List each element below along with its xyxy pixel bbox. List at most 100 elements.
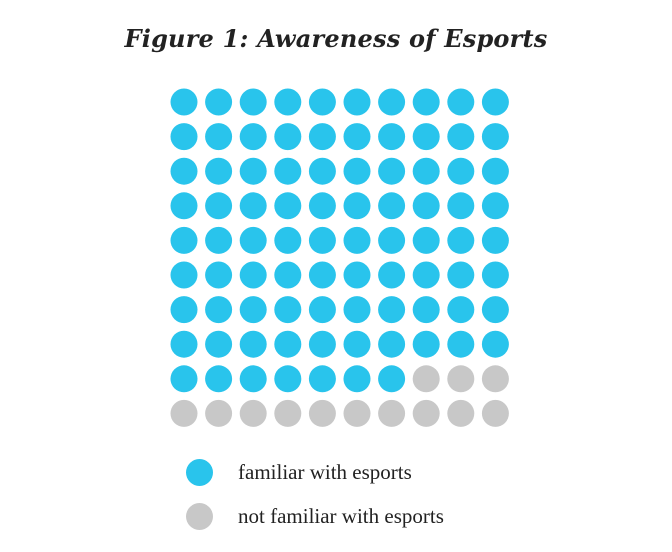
waffle-dot-familiar [343,226,371,254]
waffle-dot-familiar [447,157,475,185]
waffle-dot-familiar [205,226,233,254]
waffle-dot-familiar [205,296,233,324]
waffle-dot-familiar [378,192,406,220]
waffle-dot-familiar [378,261,406,289]
waffle-dot-familiar [481,226,509,254]
waffle-dot-familiar [170,296,198,324]
waffle-dot-familiar [481,88,509,116]
waffle-dot-familiar [170,226,198,254]
waffle-dot-familiar [447,261,475,289]
waffle-dot-familiar [343,296,371,324]
legend-label-familiar: familiar with esports [238,459,412,484]
waffle-dot-familiar [378,226,406,254]
waffle-dot-familiar [378,157,406,185]
waffle-dot-familiar [274,296,302,324]
waffle-dot-familiar [205,192,233,220]
waffle-dot-familiar [308,330,336,358]
waffle-dot-familiar [447,123,475,151]
waffle-dot-familiar [412,157,440,185]
waffle-dot-familiar [274,88,302,116]
waffle-dot-familiar [239,365,267,393]
waffle-dot-familiar [170,192,198,220]
waffle-dot-familiar [239,330,267,358]
waffle-dot-familiar [205,123,233,151]
waffle-dot-familiar [378,88,406,116]
waffle-dot-familiar [308,88,336,116]
waffle-dot-not-familiar [412,365,440,393]
waffle-dot-familiar [481,192,509,220]
waffle-dot-familiar [481,157,509,185]
waffle-dot-familiar [308,296,336,324]
waffle-dot-familiar [170,330,198,358]
waffle-dot-familiar [205,157,233,185]
waffle-dot-not-familiar [481,399,509,427]
waffle-dot-familiar [239,123,267,151]
waffle-dot-familiar [274,157,302,185]
legend-label-not-familiar: not familiar with esports [238,503,444,528]
waffle-dot-familiar [239,88,267,116]
legend-swatch-familiar [186,458,213,486]
waffle-dot-familiar [205,365,233,393]
waffle-dot-not-familiar [412,399,440,427]
waffle-dot-not-familiar [447,365,475,393]
waffle-dot-familiar [170,157,198,185]
waffle-dot-familiar [274,330,302,358]
waffle-dot-familiar [378,330,406,358]
waffle-dot-familiar [205,261,233,289]
waffle-dot-familiar [343,88,371,116]
waffle-dot-familiar [447,192,475,220]
waffle-dot-familiar [274,226,302,254]
legend-item-not-familiar: not familiar with esports [186,501,444,531]
waffle-dot-familiar [447,330,475,358]
waffle-dot-familiar [274,365,302,393]
waffle-dot-not-familiar [481,365,509,393]
waffle-dot-familiar [239,226,267,254]
waffle-dot-familiar [239,192,267,220]
waffle-dot-not-familiar [308,399,336,427]
waffle-dot-familiar [378,365,406,393]
waffle-dot-familiar [481,261,509,289]
waffle-dot-not-familiar [274,399,302,427]
waffle-dot-familiar [343,123,371,151]
waffle-dot-familiar [412,296,440,324]
waffle-dot-familiar [447,226,475,254]
waffle-dot-not-familiar [447,399,475,427]
waffle-dot-familiar [412,192,440,220]
waffle-dot-familiar [343,365,371,393]
legend-swatch-not-familiar [186,502,213,530]
waffle-dot-not-familiar [170,399,198,427]
waffle-dot-familiar [170,123,198,151]
legend-item-familiar: familiar with esports [186,457,412,487]
waffle-dot-familiar [343,330,371,358]
waffle-dot-not-familiar [378,399,406,427]
waffle-dot-familiar [447,88,475,116]
waffle-dot-familiar [412,88,440,116]
waffle-dot-familiar [205,88,233,116]
waffle-dot-familiar [205,330,233,358]
waffle-dot-familiar [412,330,440,358]
waffle-dot-familiar [170,88,198,116]
waffle-dot-familiar [343,157,371,185]
waffle-dot-familiar [170,261,198,289]
waffle-dot-familiar [412,226,440,254]
waffle-dot-not-familiar [205,399,233,427]
waffle-dot-familiar [378,123,406,151]
waffle-dot-familiar [274,192,302,220]
waffle-dot-familiar [308,157,336,185]
waffle-dot-familiar [343,192,371,220]
waffle-dot-familiar [239,296,267,324]
waffle-dot-familiar [308,226,336,254]
waffle-dot-familiar [481,330,509,358]
waffle-dot-familiar [308,261,336,289]
waffle-dot-familiar [274,123,302,151]
waffle-dot-familiar [378,296,406,324]
chart-title: Figure 1: Awareness of Esports [124,24,548,53]
waffle-dot-not-familiar [343,399,371,427]
waffle-dot-familiar [343,261,371,289]
waffle-dot-familiar [412,261,440,289]
waffle-dot-not-familiar [239,399,267,427]
waffle-dot-familiar [239,157,267,185]
waffle-dot-familiar [239,261,267,289]
waffle-dot-familiar [308,365,336,393]
